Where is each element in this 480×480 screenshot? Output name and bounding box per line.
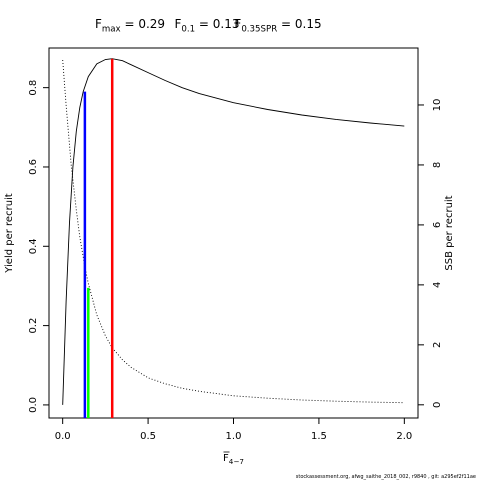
chart-title-part: F0.35SPR = 0.15 bbox=[234, 17, 321, 35]
chart-title-part: Fmax = 0.29 bbox=[95, 17, 165, 35]
y-tick-label: 0.6 bbox=[28, 159, 39, 175]
chart-title-part: F0.1 = 0.13 bbox=[174, 17, 239, 35]
y-tick-label: 0.4 bbox=[28, 238, 39, 254]
credit-text: stockassessment.org, afwg_saithe_2018_00… bbox=[296, 474, 476, 480]
y-right-tick-label: 2 bbox=[432, 342, 443, 348]
y-right-tick-label: 8 bbox=[432, 162, 443, 168]
ssb-per-recruit-line bbox=[62, 59, 405, 404]
y-tick-label: 0.0 bbox=[28, 397, 39, 413]
x-tick-label: 0.5 bbox=[140, 431, 156, 442]
y-right-tick-label: 6 bbox=[432, 222, 443, 228]
x-tick-label: 1.0 bbox=[226, 431, 242, 442]
y-right-axis-label: SSB per recruit bbox=[444, 195, 455, 270]
yield-per-recruit-line bbox=[62, 58, 405, 405]
y-right-tick-label: 0 bbox=[432, 402, 443, 408]
x-tick-label: 2.0 bbox=[396, 431, 412, 442]
y-tick-label: 0.2 bbox=[28, 318, 39, 334]
x-tick-label: 1.5 bbox=[311, 431, 327, 442]
x-tick-label: 0.0 bbox=[55, 431, 71, 442]
y-tick-label: 0.8 bbox=[28, 80, 39, 96]
y-right-tick-label: 4 bbox=[432, 282, 443, 288]
plot-frame bbox=[48, 47, 419, 419]
x-axis-label: F4−7 bbox=[223, 453, 244, 466]
y-right-tick-label: 10 bbox=[432, 99, 443, 112]
y-axis-label: Yield per recruit bbox=[4, 193, 15, 274]
